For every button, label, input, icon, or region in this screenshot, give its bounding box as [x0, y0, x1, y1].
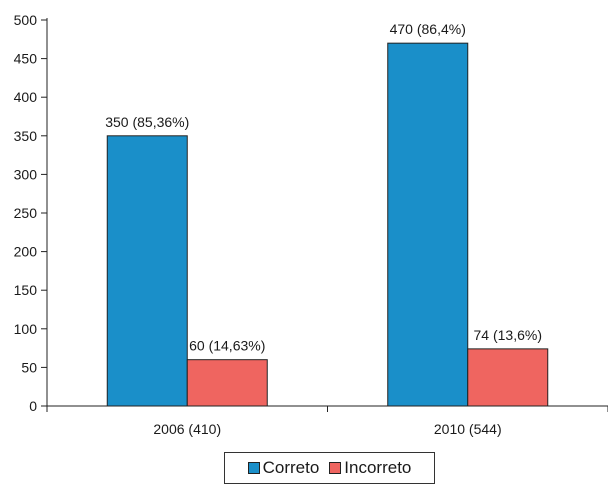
legend-swatch-incorreto	[329, 462, 342, 474]
y-tick-label-450: 450	[14, 51, 38, 67]
y-tick-label-500: 500	[14, 12, 38, 28]
data-label-incorreto-0: 60 (14,63%)	[189, 338, 265, 354]
y-tick-label-350: 350	[14, 128, 38, 144]
data-label-incorreto-1: 74 (13,6%)	[474, 327, 542, 343]
legend-item-incorreto: Incorreto	[329, 458, 411, 478]
x-tick-label-1: 2010 (544)	[434, 421, 502, 437]
legend: Correto Incorreto	[224, 452, 435, 484]
bar-incorreto-0	[186, 359, 268, 407]
bar-correto-1	[387, 42, 469, 407]
bar-incorreto-1	[467, 348, 549, 407]
legend-label-correto: Correto	[262, 458, 320, 477]
legend-item-correto: Correto	[247, 458, 320, 478]
y-tick-label-150: 150	[14, 282, 38, 298]
y-tick-label-50: 50	[21, 359, 37, 375]
y-tick-label-200: 200	[14, 244, 38, 260]
data-label-correto-0: 350 (85,36%)	[105, 114, 189, 130]
y-tick-label-300: 300	[14, 166, 38, 182]
y-tick-label-250: 250	[14, 205, 38, 221]
y-tick-label-0: 0	[29, 398, 37, 414]
legend-label-incorreto: Incorreto	[344, 458, 412, 477]
y-tick-label-400: 400	[14, 89, 38, 105]
data-label-correto-1: 470 (86,4%)	[390, 21, 466, 37]
x-tick-label-0: 2006 (410)	[153, 421, 221, 437]
legend-swatch-correto	[247, 462, 260, 474]
y-tick-label-100: 100	[14, 321, 38, 337]
bar-correto-0	[106, 135, 188, 407]
